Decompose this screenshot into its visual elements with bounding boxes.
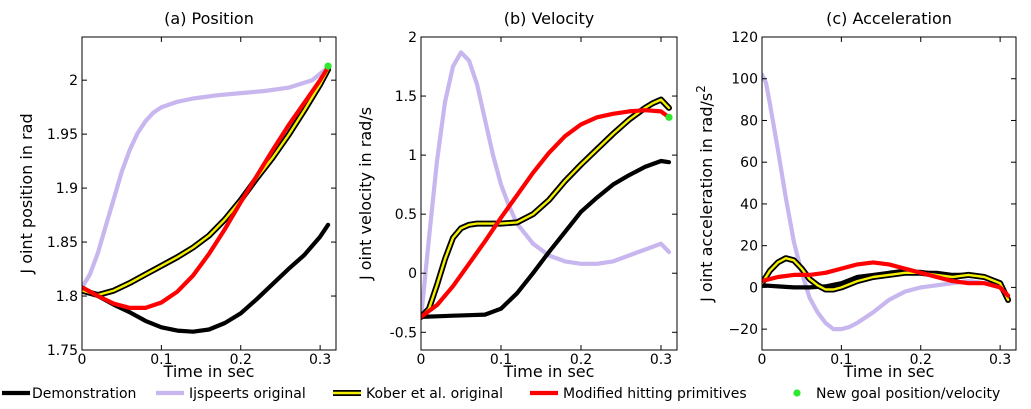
goal-point bbox=[324, 62, 332, 70]
x-axis-label: Time in sec bbox=[163, 362, 255, 381]
y-tick-label: 80 bbox=[740, 113, 758, 129]
y-tick-label: 2 bbox=[69, 73, 78, 89]
series-demonstration-line bbox=[82, 222, 331, 334]
x-axis-label: Time in sec bbox=[503, 362, 595, 381]
x-tick-label: 0.2 bbox=[570, 352, 592, 368]
legend-marker-goal bbox=[793, 389, 801, 397]
plot-area bbox=[421, 50, 672, 321]
y-axis-label-text: J oint acceleration in rad/s bbox=[697, 93, 716, 303]
y-tick-label: 60 bbox=[740, 155, 758, 171]
x-axis-label: Time in sec bbox=[843, 362, 935, 381]
series-modified-line bbox=[762, 260, 1011, 298]
series-kober-line bbox=[82, 68, 330, 297]
y-tick-label: 1.85 bbox=[47, 235, 78, 251]
series-kober-line bbox=[421, 98, 671, 319]
y-axis-label: J oint position in rad bbox=[17, 113, 36, 274]
legend-item-kober: Kober et al. original bbox=[333, 386, 503, 402]
y-tick-label: 1.8 bbox=[56, 289, 78, 305]
x-tick-label: 0 bbox=[758, 352, 767, 368]
chart-title: (a) Position bbox=[164, 9, 254, 28]
plot-area bbox=[762, 72, 1012, 332]
y-axis-label-text: J oint position in rad bbox=[17, 113, 36, 274]
y-tick-label: 1.5 bbox=[395, 89, 417, 105]
legend-item-goal: New goal position/velocity bbox=[793, 386, 1000, 402]
y-axis-label: J oint velocity in rad/s bbox=[356, 107, 375, 281]
y-tick-label: 1.75 bbox=[47, 343, 78, 359]
series-ijspeert-line bbox=[82, 65, 331, 290]
series-demonstration-line bbox=[421, 158, 672, 319]
y-tick-label: 1 bbox=[408, 148, 417, 164]
x-tick-label: 0.3 bbox=[309, 352, 331, 368]
y-tick-label: 20 bbox=[740, 239, 758, 255]
y-tick-label: −20 bbox=[728, 322, 758, 338]
chart-panel-1: (a) Position 0 0.1 0.2 0.3 1.75 1.8 1.85 1.9 1.95… bbox=[17, 9, 337, 381]
y-tick-label: 0 bbox=[408, 266, 417, 282]
legend-label: Kober et al. original bbox=[366, 386, 503, 402]
legend-label: New goal position/velocity bbox=[816, 386, 1000, 402]
x-tick-label: 0 bbox=[417, 352, 426, 368]
y-tick-label: 40 bbox=[740, 197, 758, 213]
series-ijspeert-line bbox=[762, 72, 1011, 332]
plot-area bbox=[82, 65, 332, 334]
chart-title: (c) Acceleration bbox=[826, 9, 952, 28]
legend: Demonstration Ijspeerts original Kober et … bbox=[2, 386, 1000, 402]
legend-item-demonstration: Demonstration bbox=[2, 386, 136, 402]
y-tick-label: -0.5 bbox=[390, 325, 417, 341]
x-tick-label: 0.1 bbox=[830, 352, 852, 368]
x-tick-label: 0.3 bbox=[989, 352, 1011, 368]
axes-box bbox=[420, 36, 678, 351]
x-tick-label: 0.1 bbox=[490, 352, 512, 368]
legend-item-ijspeert: Ijspeerts original bbox=[156, 386, 306, 402]
x-tick-label: 0 bbox=[78, 352, 87, 368]
y-tick-label: 0.5 bbox=[395, 207, 417, 223]
x-tick-label: 0.2 bbox=[910, 352, 932, 368]
series-modified-line bbox=[82, 65, 331, 310]
x-tick-label: 0.1 bbox=[150, 352, 172, 368]
axes-box bbox=[761, 36, 1017, 351]
axes-box bbox=[81, 36, 337, 351]
series-modified-line bbox=[421, 108, 672, 319]
y-axis-label-superscript: 2 bbox=[694, 85, 708, 93]
series-kober-line-edge bbox=[421, 96, 672, 320]
series-kober-line bbox=[762, 257, 1010, 302]
goal-point bbox=[665, 113, 673, 121]
y-tick-label: 1.95 bbox=[47, 127, 78, 143]
legend-label: Demonstration bbox=[32, 386, 136, 402]
y-axis-label-text: J oint velocity in rad/s bbox=[356, 107, 375, 281]
y-axis-label: J oint acceleration in rad/s2 bbox=[694, 85, 716, 303]
y-tick-label: 120 bbox=[731, 30, 758, 46]
legend-label: Modified hitting primitives bbox=[563, 386, 747, 402]
y-tick-label: 1.9 bbox=[56, 181, 78, 197]
y-tick-label: 100 bbox=[731, 72, 758, 88]
x-tick-label: 0.3 bbox=[650, 352, 672, 368]
chart-title: (b) Velocity bbox=[504, 9, 595, 28]
y-tick-label: 0 bbox=[749, 280, 758, 296]
legend-label: Ijspeerts original bbox=[189, 386, 306, 402]
x-tick-label: 0.2 bbox=[230, 352, 252, 368]
legend-item-modified: Modified hitting primitives bbox=[530, 386, 747, 402]
y-tick-label: 2 bbox=[408, 30, 417, 46]
